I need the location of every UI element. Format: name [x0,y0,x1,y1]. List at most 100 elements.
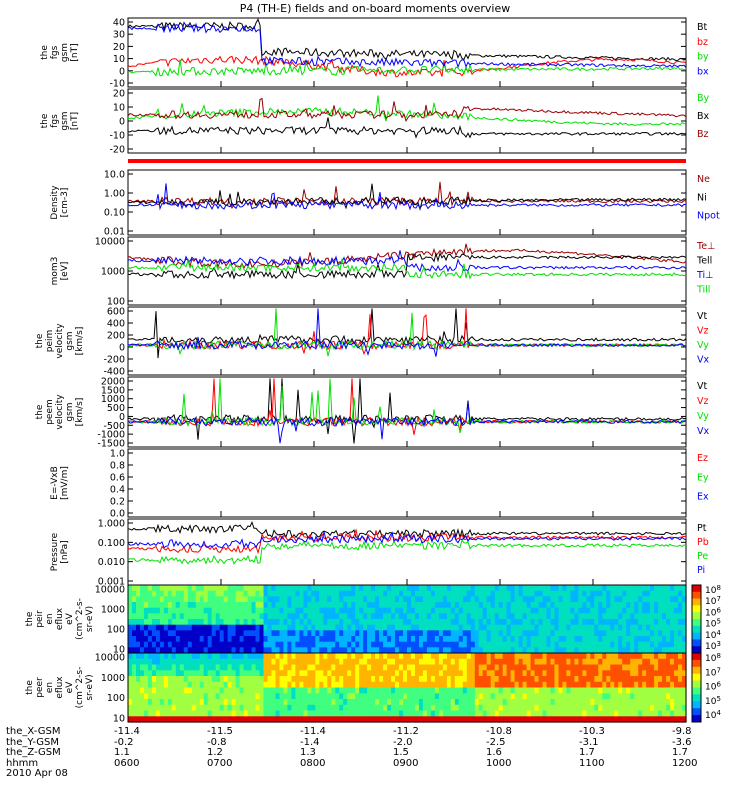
heatmap-cell [359,613,364,620]
y-tick-label: 500 [107,403,125,414]
heatmap-cell [311,693,316,700]
heatmap-cell [411,653,416,660]
heatmap-cell [383,704,388,712]
heatmap-cell [335,624,340,631]
heatmap-cell [143,647,149,654]
heatmap-cell [594,653,599,660]
heatmap-cell [462,624,468,631]
colorbar-exponent: 5 [716,618,720,626]
heatmap-cell [526,647,532,654]
heatmap-cell [128,647,133,654]
heatmap-cell [375,699,380,706]
heatmap-cell [610,716,615,723]
heatmap-cell [307,585,312,592]
heatmap-cell [375,619,380,626]
heatmap-cell [299,636,304,643]
heatmap-cell [207,647,213,654]
heatmap-cell [638,602,643,609]
heatmap-cell [219,670,225,677]
heatmap-cell [542,676,548,683]
heatmap-cell [415,590,420,597]
heatmap-cell [271,641,277,648]
heatmap-cell [207,670,213,677]
legend-Till: Till [696,285,710,296]
heatmap-cell [570,590,575,597]
heatmap-cell [391,647,396,654]
mode-bar [128,159,686,163]
heatmap-cell [554,619,560,626]
heatmap-cell [331,687,336,694]
heatmap-cell [654,670,659,677]
heatmap-cell [335,676,340,683]
heatmap-cell [606,681,611,689]
heatmap-cell [235,647,241,654]
heatmap-cell [462,596,468,603]
heatmap-cell [682,681,687,689]
heatmap-cell [227,630,233,637]
heatmap-cell [458,641,464,648]
heatmap-cell [502,619,508,626]
heatmap-cell [167,630,173,637]
footer-value: 1100 [579,757,605,769]
heatmap-cell [486,653,492,660]
heatmap-cell [490,676,496,683]
heatmap-cell [239,693,245,700]
heatmap-cell [399,619,404,626]
heatmap-cell [419,687,424,694]
heatmap-cell [271,596,277,603]
heatmap-cell [438,641,444,648]
heatmap-cell [207,716,213,723]
heatmap-cell [662,653,667,660]
heatmap-cell [143,613,149,620]
heatmap-cell [674,596,679,603]
heatmap-cell [634,590,639,597]
heatmap-cell [434,704,440,712]
heatmap-cell [235,630,241,637]
heatmap-cell [666,658,671,666]
heatmap-cell [323,630,328,637]
heatmap-cell [215,681,221,689]
colorbar-exponent: 8 [716,652,720,660]
colorbar-label: 105 [705,618,721,630]
heatmap-cell [458,710,464,717]
heatmap-cell [171,596,177,603]
heatmap-cell [434,716,440,723]
heatmap-cell [634,704,639,712]
heatmap-cell [650,664,655,671]
heatmap-cell [602,590,607,597]
heatmap-cell [132,676,137,683]
heatmap-cell [259,676,265,683]
heatmap-cell [347,607,352,614]
heatmap-cell [275,693,281,700]
heatmap-cell [574,687,579,694]
heatmap-cell [502,653,508,660]
heatmap-cell [175,710,181,717]
heatmap-cell [327,602,332,609]
heatmap-cell [654,716,659,723]
heatmap-cell [538,687,544,694]
heatmap-cell [666,647,671,654]
y-tick-label: -1500 [97,439,125,450]
heatmap-cell [654,585,659,592]
heatmap-cell [550,681,556,689]
heatmap-cell [215,641,221,648]
heatmap-cell [682,590,687,597]
y-tick-label: -10 [109,131,125,142]
heatmap-cell [195,624,201,631]
heatmap-cell [446,624,452,631]
heatmap-cell [474,624,480,631]
heatmap-cell [654,653,659,660]
heatmap-cell [430,710,436,717]
heatmap-cell [331,704,336,712]
heatmap-cell [526,596,532,603]
y-tick-label: 10 [113,103,125,114]
heatmap-cell [419,693,424,700]
heatmap-cell [179,704,185,712]
heatmap-cell [136,602,141,609]
heatmap-cell [251,693,257,700]
heatmap-cell [438,681,444,689]
heatmap-cell [339,619,344,626]
heatmap-cell [235,641,241,648]
heatmap-cell [578,699,583,706]
